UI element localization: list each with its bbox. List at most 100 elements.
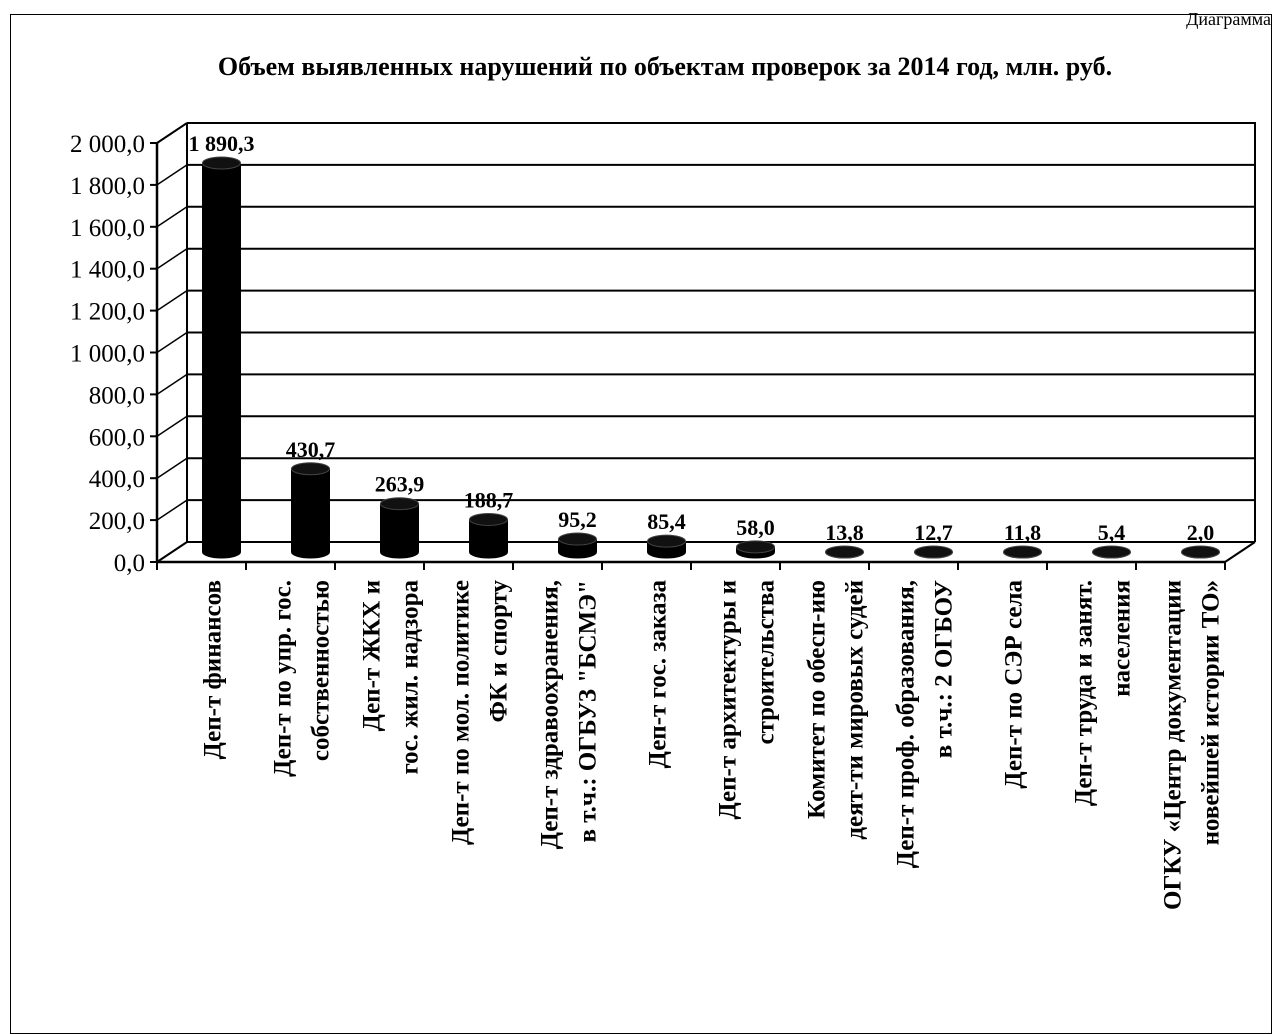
bar [291, 462, 330, 559]
category-label-line: Деп-т труда и занят. [1071, 580, 1098, 806]
data-label: 58,0 [736, 515, 775, 540]
y-tick-label: 1 800,0 [70, 173, 145, 200]
category-label-line: собственностью [308, 580, 335, 761]
bar [380, 497, 419, 559]
bar [824, 545, 865, 559]
bar-top [1181, 545, 1220, 559]
category-label-line: Деп-т финансов [200, 580, 227, 759]
axes [150, 122, 1256, 570]
bar-top [469, 512, 508, 526]
bar [1180, 545, 1221, 559]
data-label: 188,7 [464, 487, 514, 512]
data-label: 85,4 [647, 509, 686, 534]
category-label-line: ОГКУ «Центр документации [1160, 580, 1187, 910]
gridline-side [156, 373, 188, 396]
chart-title: Объем выявленных нарушений по объектам п… [218, 52, 1112, 81]
corner-label: Диаграмма [1186, 9, 1271, 29]
floor-left [156, 541, 188, 563]
y-tick-label: 2 000,0 [70, 131, 145, 158]
category-label: Деп-т труда и занят. населения [1071, 580, 1136, 806]
category-label-line: в т.ч.: 2 ОГБОУ [931, 580, 958, 758]
bar [736, 540, 775, 559]
bar-body [469, 518, 508, 559]
category-label: ОГКУ «Центр документации новейшей истории… [1160, 580, 1225, 910]
gridline-side [156, 499, 188, 521]
data-label: 1 890,3 [189, 131, 255, 156]
back-wall [187, 122, 1256, 542]
category-label-line: Деп-т ЖКХ и [359, 580, 386, 731]
category-label: Деп-т финансов [200, 580, 227, 759]
bar-top [825, 545, 864, 559]
category-label-line: Деп-т здравоохранения, [537, 580, 564, 849]
category-label-line: в т.ч.: ОГБУЗ "БСМЭ" [575, 580, 602, 843]
gridline-side [156, 206, 188, 228]
category-label-line: строительства [753, 580, 780, 745]
category-label-line: новейшей истории ТО» [1198, 580, 1225, 845]
bars [202, 156, 1221, 559]
gridline-side [156, 331, 188, 354]
side-wall-top [156, 122, 188, 144]
category-label-line: деят-ти мировых судей [842, 580, 869, 840]
y-tick-label: 0,0 [114, 550, 145, 577]
category-label: Деп-т гос. заказа [645, 580, 672, 769]
x-category-labels: Деп-т финансов Деп-т по упр. гос. собствен… [200, 580, 1225, 910]
y-tick-label: 1 600,0 [70, 215, 145, 242]
bar-top [1003, 545, 1042, 559]
y-tick-labels: 0,0 200,0 400,0 600,0 800,0 1 000,0 1 200,0 1 4… [70, 131, 145, 577]
bar [913, 545, 954, 559]
bar-top [202, 156, 241, 170]
floor-right [1224, 541, 1256, 563]
gridline-side [156, 289, 188, 312]
bar-body [202, 162, 241, 559]
data-label: 5,4 [1098, 520, 1126, 545]
category-label-line: Деп-т архитектуры и [715, 580, 742, 819]
category-label-line: Деп-т гос. заказа [645, 580, 672, 769]
category-label: Комитет по обесп-ию деят-ти мировых судей [804, 580, 869, 840]
data-label: 95,2 [558, 507, 597, 532]
gridline-side [156, 248, 188, 270]
category-label-line: ФК и спорту [486, 580, 513, 723]
bar-body [291, 468, 330, 559]
data-label: 263,9 [375, 472, 425, 497]
data-label: 12,7 [914, 520, 953, 545]
category-label-line: населения [1109, 580, 1136, 697]
y-tick-label: 1 200,0 [70, 299, 145, 326]
y-tick-label: 1 000,0 [70, 341, 145, 368]
bar [1002, 545, 1043, 559]
category-label: Деп-т проф. образования, в т.ч.: 2 ОГБОУ [893, 580, 958, 868]
bar [202, 156, 241, 559]
gridline-side [156, 164, 188, 186]
bar [558, 532, 597, 559]
bar-top [647, 534, 686, 548]
bar-top [291, 462, 330, 476]
data-label: 2,0 [1187, 520, 1215, 545]
bar-top [914, 545, 953, 559]
category-label: Деп-т по упр. гос. собственностью [270, 580, 335, 777]
category-label-line: гос. жил. надзора [397, 580, 424, 775]
category-label-line: Деп-т по упр. гос. [270, 580, 297, 777]
category-label: Деп-т ЖКХ и гос. жил. надзора [359, 580, 424, 775]
bar-top [1092, 545, 1131, 559]
category-label-line: Деп-т по мол. политике [448, 580, 475, 845]
category-label-line: Комитет по обесп-ию [804, 580, 831, 819]
bar [1091, 545, 1132, 559]
data-labels: 1 890,3 430,7 263,9 188,7 95,2 85,4 58,0 13,8 12… [189, 131, 1215, 545]
bar-body [380, 503, 419, 559]
bar-top [380, 497, 419, 511]
bar-top [736, 540, 775, 554]
y-tick-label: 1 400,0 [70, 257, 145, 284]
bar-top [558, 532, 597, 546]
category-label: Деп-т здравоохранения, в т.ч.: ОГБУЗ "БСМ… [537, 580, 602, 849]
data-label: 11,8 [1004, 520, 1041, 545]
category-label: Деп-т по СЭР села [1001, 580, 1028, 789]
category-label-line: Деп-т проф. образования, [893, 580, 920, 868]
category-label-line: Деп-т по СЭР села [1001, 580, 1028, 789]
y-tick-label: 800,0 [89, 382, 145, 409]
y-tick-label: 400,0 [89, 466, 145, 493]
bar [469, 512, 508, 559]
gridline-side [156, 457, 188, 479]
data-label: 13,8 [825, 520, 864, 545]
gridline-side [156, 415, 188, 437]
category-label: Деп-т архитектуры и строительства [715, 580, 780, 820]
